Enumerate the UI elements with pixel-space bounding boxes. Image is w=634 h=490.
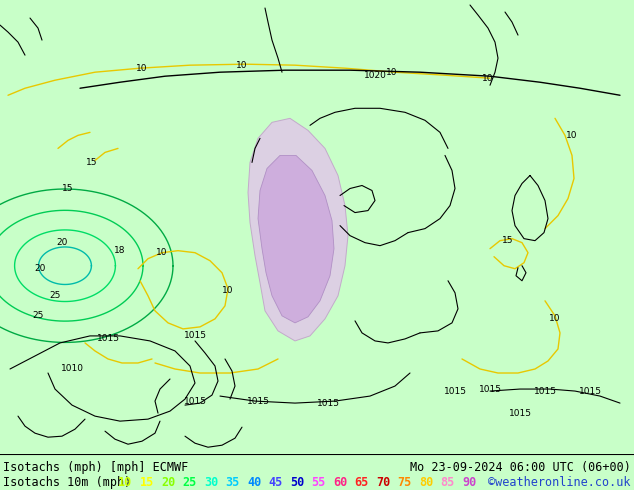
Text: 10: 10 — [566, 131, 578, 140]
Text: 60: 60 — [333, 476, 347, 489]
Text: 1015: 1015 — [96, 334, 119, 343]
Text: 10: 10 — [223, 286, 234, 295]
Text: 85: 85 — [441, 476, 455, 489]
Text: 10: 10 — [156, 248, 168, 257]
Text: 25: 25 — [32, 311, 44, 320]
Text: 45: 45 — [269, 476, 283, 489]
Text: 1015: 1015 — [479, 385, 501, 393]
Text: Isotachs (mph) [mph] ECMWF: Isotachs (mph) [mph] ECMWF — [3, 461, 188, 474]
Text: 75: 75 — [398, 476, 411, 489]
Text: 1015: 1015 — [508, 409, 531, 417]
Text: 1015: 1015 — [183, 331, 207, 341]
Text: 15: 15 — [62, 184, 74, 193]
Text: 65: 65 — [354, 476, 369, 489]
Text: 1015: 1015 — [183, 396, 207, 406]
Text: 18: 18 — [114, 246, 126, 255]
Text: 25: 25 — [183, 476, 197, 489]
Text: 10: 10 — [118, 476, 133, 489]
Text: Isotachs 10m (mph): Isotachs 10m (mph) — [3, 476, 131, 489]
Text: 20: 20 — [56, 238, 68, 247]
Text: 1015: 1015 — [316, 398, 339, 408]
Text: 1010: 1010 — [60, 365, 84, 373]
Text: 90: 90 — [462, 476, 476, 489]
Text: 1015: 1015 — [578, 387, 602, 395]
Text: 40: 40 — [247, 476, 261, 489]
Text: 10: 10 — [236, 61, 248, 70]
Text: 10: 10 — [136, 64, 148, 73]
Text: 15: 15 — [139, 476, 154, 489]
Text: 20: 20 — [161, 476, 175, 489]
Text: 20: 20 — [34, 264, 46, 273]
Text: 55: 55 — [311, 476, 326, 489]
Text: ©weatheronline.co.uk: ©weatheronline.co.uk — [489, 476, 631, 489]
Text: Mo 23-09-2024 06:00 UTC (06+00): Mo 23-09-2024 06:00 UTC (06+00) — [410, 461, 631, 474]
Text: 80: 80 — [419, 476, 433, 489]
Polygon shape — [258, 155, 334, 323]
Text: 15: 15 — [86, 158, 98, 167]
Text: 1015: 1015 — [533, 387, 557, 395]
Text: 50: 50 — [290, 476, 304, 489]
Text: 1015: 1015 — [444, 387, 467, 395]
Text: 10: 10 — [482, 74, 494, 83]
Text: 10: 10 — [386, 68, 398, 77]
Text: 1015: 1015 — [247, 396, 269, 406]
Polygon shape — [248, 118, 348, 341]
Text: 35: 35 — [226, 476, 240, 489]
Text: 70: 70 — [376, 476, 391, 489]
Text: 25: 25 — [49, 291, 61, 300]
Text: 1020: 1020 — [363, 71, 387, 80]
Text: 15: 15 — [502, 236, 514, 245]
Text: 30: 30 — [204, 476, 218, 489]
Text: 10: 10 — [549, 315, 560, 323]
